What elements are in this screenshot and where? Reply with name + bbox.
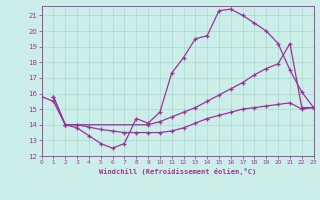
X-axis label: Windchill (Refroidissement éolien,°C): Windchill (Refroidissement éolien,°C) xyxy=(99,168,256,175)
